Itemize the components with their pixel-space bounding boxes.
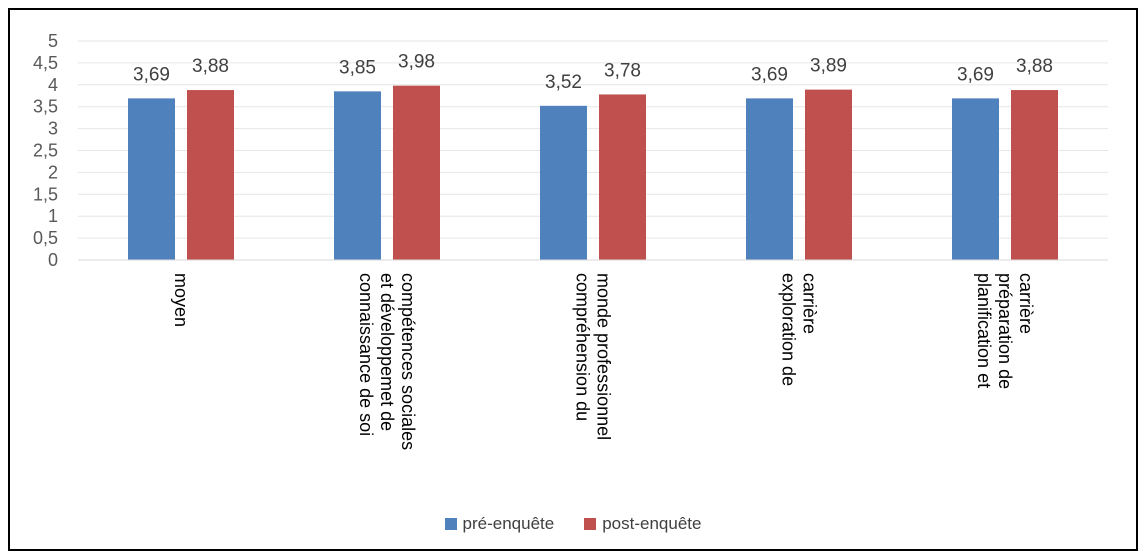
bar-post [187, 90, 234, 260]
y-tick-label: 1 [48, 206, 58, 226]
bars [128, 85, 1058, 261]
bar-post [1011, 90, 1058, 260]
data-labels: 3,69 3,88 3,85 3,98 3,52 3,78 3,69 3,89 3,69 3,88 [133, 52, 1053, 93]
legend-item-post: post-enquête [584, 514, 701, 534]
y-tick-label: 5 [48, 31, 58, 51]
data-label: 3,52 [545, 72, 582, 93]
data-label: 3,78 [604, 60, 641, 81]
category-label-line: préparation de [995, 273, 1015, 389]
category-label-line: compréhension du [573, 273, 593, 421]
data-label: 3,89 [810, 56, 847, 77]
data-label: 3,69 [133, 64, 170, 85]
category-label: moyen [171, 273, 191, 327]
data-label: 3,98 [398, 52, 435, 73]
y-tick-label: 0 [48, 250, 58, 270]
legend-swatch-pre [444, 518, 457, 530]
category-label: connaissance de soi et développemet de com… [356, 273, 418, 450]
category-label-line: exploration de [779, 273, 799, 386]
category-label-line: moyen [171, 273, 191, 327]
legend-item-pre: pré-enquête [444, 514, 555, 534]
data-label: 3,69 [751, 64, 788, 85]
data-label: 3,88 [192, 56, 229, 77]
category-label: exploration de carrière [779, 273, 820, 386]
y-tick-label: 0,5 [33, 228, 58, 248]
y-tick-label: 2,5 [33, 141, 58, 161]
data-label: 3,85 [339, 57, 376, 78]
category-label-line: connaissance de soi [356, 273, 376, 436]
category-label-line: compétences sociales [398, 273, 418, 450]
category-label: planification et préparation de carrière [974, 273, 1036, 389]
bar-post [393, 85, 440, 261]
category-label-line: carrière [1016, 273, 1036, 334]
legend-label-pre: pré-enquête [462, 514, 555, 533]
bar-post [599, 94, 646, 260]
category-label-line: carrière [800, 273, 820, 334]
y-tick-label: 2 [48, 162, 58, 182]
y-tick-label: 3,5 [33, 97, 58, 117]
chart-frame: 0 0,5 1 1,5 2 2,5 3 3,5 4 4,5 5 3,69 3,88 3,85 3,98 3,… [8, 8, 1138, 551]
bar-pre [128, 98, 175, 261]
legend-swatch-post [584, 518, 597, 530]
gridlines [78, 40, 1108, 239]
data-label: 3,69 [957, 64, 994, 85]
bar-pre [540, 105, 587, 260]
category-label-line: planification et [974, 273, 994, 388]
legend: pré-enquête post-enquête [10, 514, 1136, 534]
y-tick-label: 4 [48, 75, 58, 95]
y-tick-label: 1,5 [33, 184, 58, 204]
y-axis-ticks: 00,511,522,533,544,55 [33, 31, 58, 270]
category-label-line: monde professionnel [594, 273, 614, 440]
legend-label-post: post-enquête [602, 514, 702, 533]
category-label: compréhension du monde professionnel [573, 273, 614, 440]
category-labels: moyen connaissance de soi et développemet … [171, 273, 1036, 450]
bar-pre [952, 98, 999, 261]
category-label-line: et développemet de [377, 273, 397, 431]
bar-pre [746, 98, 793, 261]
bar-post [805, 89, 852, 260]
y-tick-label: 4,5 [33, 53, 58, 73]
data-label: 3,88 [1016, 56, 1053, 77]
bar-chart: 00,511,522,533,544,55 3,69 3,88 3,85 3,983,… [33, 31, 1108, 450]
y-tick-label: 3 [48, 119, 58, 139]
bar-pre [334, 91, 381, 261]
